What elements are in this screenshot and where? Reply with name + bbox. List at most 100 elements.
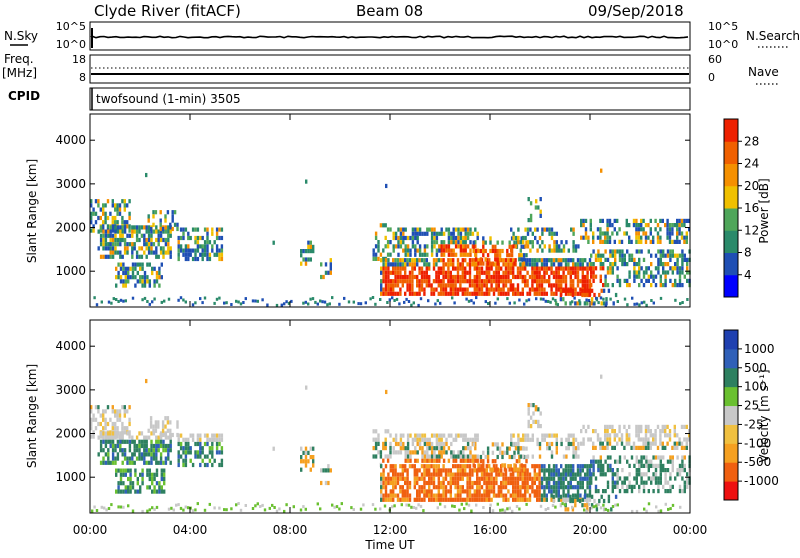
rti-cell xyxy=(529,240,532,245)
rti-cell xyxy=(642,484,646,489)
rti-cell xyxy=(623,489,626,494)
rti-cell xyxy=(599,239,602,244)
rti-cell xyxy=(153,279,156,284)
rti-cell xyxy=(538,441,542,447)
rti-cell xyxy=(471,472,474,477)
rti-cell xyxy=(522,257,526,262)
rti-cell xyxy=(644,445,648,450)
rti-cell xyxy=(116,443,120,449)
rti-cell xyxy=(239,508,243,512)
rti-cell xyxy=(136,279,139,284)
rti-cell xyxy=(524,433,527,438)
rti-cell xyxy=(420,497,424,502)
rti-cell xyxy=(571,292,575,298)
rti-cell xyxy=(513,261,516,266)
rti-cell xyxy=(576,270,580,275)
rti-cell xyxy=(637,223,640,228)
rti-cell xyxy=(432,476,436,481)
rti-cell xyxy=(476,476,479,481)
rti-cell xyxy=(618,278,622,283)
rti-cell xyxy=(447,266,450,271)
rti-cell xyxy=(211,446,214,451)
rti-cell xyxy=(406,274,409,280)
rti-cell xyxy=(374,507,377,511)
rti-cell xyxy=(647,445,650,450)
rti-cell xyxy=(392,283,395,288)
rti-cell xyxy=(539,504,543,508)
rti-cell xyxy=(418,279,421,284)
rti-cell xyxy=(574,274,577,280)
rti-cell xyxy=(392,480,395,486)
rti-cell xyxy=(471,468,474,473)
rti-cell xyxy=(406,283,409,288)
rti-cell xyxy=(374,235,378,240)
rti-cell xyxy=(107,435,110,440)
rti-cell xyxy=(635,476,638,481)
rti-cell xyxy=(387,493,390,498)
rti-cell xyxy=(196,240,200,245)
rti-cell xyxy=(543,493,546,498)
rti-cell xyxy=(509,476,512,481)
rti-cell xyxy=(654,480,658,485)
rti-cell xyxy=(307,450,310,455)
rti-cell xyxy=(472,244,475,249)
rti-cell xyxy=(151,506,154,510)
rti-cell xyxy=(599,463,602,468)
y-tick-label: 2000 xyxy=(55,221,86,235)
rti-cell xyxy=(625,441,628,446)
rti-cell xyxy=(211,437,214,442)
rti-cell xyxy=(676,257,679,262)
rti-cell xyxy=(494,244,497,249)
rti-cell xyxy=(114,233,117,238)
rti-cell xyxy=(118,211,122,216)
rti-cell xyxy=(196,454,200,459)
rti-cell xyxy=(512,291,515,296)
rti-cell xyxy=(140,225,144,230)
rti-cell xyxy=(674,278,677,283)
rti-cell xyxy=(418,248,422,253)
rti-cell xyxy=(159,226,162,232)
rti-cell xyxy=(99,228,102,233)
rti-cell xyxy=(147,246,151,251)
rti-cell xyxy=(611,262,614,267)
rti-cell xyxy=(468,274,472,280)
rti-cell xyxy=(592,266,595,271)
rti-cell xyxy=(116,413,119,418)
rti-cell xyxy=(90,409,93,414)
rti-cell xyxy=(553,240,556,245)
rti-cell xyxy=(644,429,648,434)
rti-cell xyxy=(430,231,434,236)
rti-cell xyxy=(510,248,513,253)
rti-cell xyxy=(107,460,110,465)
rti-cell xyxy=(107,246,110,251)
rti-cell xyxy=(384,235,387,240)
rti-cell xyxy=(392,262,395,267)
rti-cell xyxy=(430,433,434,438)
rti-cell xyxy=(379,450,383,455)
rti-cell xyxy=(592,459,595,464)
colorbar-segment xyxy=(724,208,738,231)
rti-cell xyxy=(169,229,172,234)
rti-cell xyxy=(596,227,600,232)
rti-cell xyxy=(533,472,536,477)
rti-cell xyxy=(90,434,93,439)
rti-cell xyxy=(472,248,475,254)
rti-cell xyxy=(579,468,582,473)
rti-cell xyxy=(543,489,546,494)
rti-cell xyxy=(581,258,584,263)
rti-cell xyxy=(430,446,434,451)
rti-cell xyxy=(450,433,453,438)
rti-cell xyxy=(478,287,481,292)
rti-cell xyxy=(196,450,200,455)
rti-cell xyxy=(618,424,621,429)
rti-cell xyxy=(391,505,394,509)
rti-cell xyxy=(394,485,397,490)
rti-cell xyxy=(145,460,148,465)
rti-cell xyxy=(141,298,144,302)
rti-cell xyxy=(261,298,264,302)
rti-cell xyxy=(242,301,245,304)
rti-cell xyxy=(526,454,530,459)
rti-cell xyxy=(215,441,219,447)
rti-cell xyxy=(445,450,448,455)
rti-cell xyxy=(115,298,118,301)
